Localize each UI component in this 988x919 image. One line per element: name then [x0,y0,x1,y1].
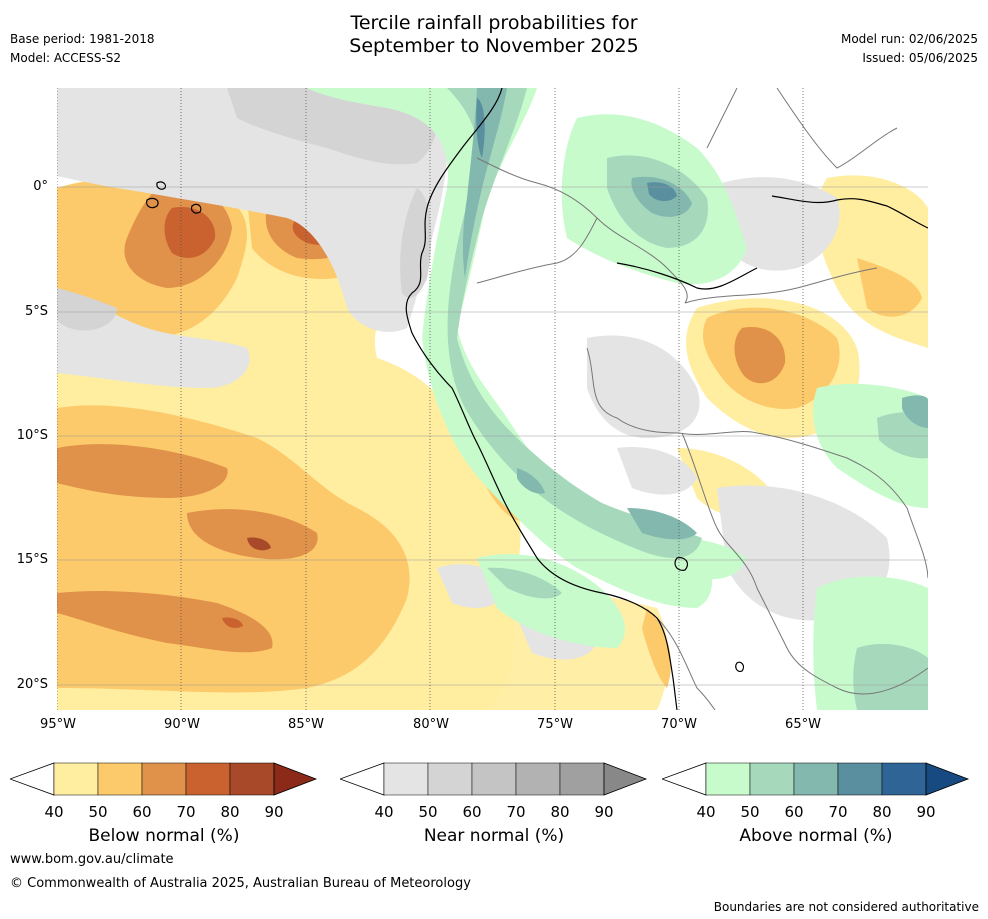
model-label: Model: ACCESS-S2 [10,51,122,65]
colorbar-tick-label: 70 [176,803,196,821]
colorbar-tick-label: 40 [696,803,716,821]
colorbar-tick-label: 60 [784,803,804,821]
above-normal-legend-title: Above normal (%) [739,826,893,846]
y-tick-20s: 20°S [16,677,48,692]
y-tick-0: 0° [33,179,48,194]
colorbar-tick-label: 40 [374,803,394,821]
x-tick-80w: 80°W [413,717,449,732]
below-normal-legend-title: Below normal (%) [88,826,240,846]
colorbar-tick-label: 40 [44,803,64,821]
colorbar-swatch [229,762,275,796]
colorbar-overflow-triangle [925,762,970,796]
colorbar-swatch [471,762,517,796]
colorbar-underflow-triangle [340,762,385,796]
colorbar-tick-label: 50 [88,803,108,821]
y-tick-10s: 10°S [16,428,48,443]
colorbar-tick-label: 70 [506,803,526,821]
near-normal-colorbar [340,762,648,796]
x-tick-75w: 75°W [537,717,573,732]
colorbar-overflow-triangle [603,762,648,796]
colorbar-swatch [749,762,795,796]
website-link[interactable]: www.bom.gov.au/climate [10,852,174,867]
colorbar-swatch [793,762,839,796]
disclaimer-text: Boundaries are not considered authoritat… [713,900,979,914]
colorbar-tick-label: 70 [828,803,848,821]
map-title-line1: Tercile rainfall probabilities for [350,12,638,34]
copyright-text: © Commonwealth of Australia 2025, Austra… [10,876,471,891]
colorbar-tick-label: 80 [220,803,240,821]
colorbar-swatch [837,762,883,796]
coastline [146,88,928,710]
colorbar-tick-label: 50 [740,803,760,821]
colorbar-tick-label: 90 [594,803,614,821]
colorbar-swatch [515,762,561,796]
above-normal-colorbar [662,762,970,796]
colorbar-swatch [559,762,605,796]
colorbar-swatch [185,762,231,796]
x-tick-85w: 85°W [288,717,324,732]
y-tick-5s: 5°S [24,304,48,319]
map-title-line2: September to November 2025 [349,35,639,57]
colorbar-swatch [427,762,473,796]
colorbar-swatch [141,762,187,796]
colorbar-tick-label: 90 [916,803,936,821]
x-tick-70w: 70°W [661,717,697,732]
colorbar-tick-label: 90 [264,803,284,821]
issued-label: Issued: 05/06/2025 [862,51,978,65]
colorbar-swatch [881,762,927,796]
colorbar-swatch [97,762,143,796]
base-period-label: Base period: 1981-2018 [10,32,155,46]
colorbar-underflow-triangle [10,762,55,796]
x-tick-90w: 90°W [164,717,200,732]
country-borders [476,88,928,710]
colorbar-swatch [53,762,99,796]
colorbar-swatch [705,762,751,796]
colorbar-overflow-triangle [273,762,318,796]
colorbar-tick-label: 80 [550,803,570,821]
model-run-label: Model run: 02/06/2025 [840,32,978,46]
colorbar-swatch [383,762,429,796]
x-tick-65w: 65°W [785,717,821,732]
y-tick-15s: 15°S [16,552,48,567]
colorbar-tick-label: 80 [872,803,892,821]
map-title: Tercile rainfall probabilities for Septe… [0,12,988,58]
near-normal-legend-title: Near normal (%) [423,826,565,846]
x-tick-95w: 95°W [40,717,76,732]
colorbar-tick-label: 60 [132,803,152,821]
below-normal-colorbar [10,762,318,796]
colorbar-tick-label: 50 [418,803,438,821]
lat-gridlines [57,186,928,686]
colorbar-tick-label: 60 [462,803,482,821]
colorbar-underflow-triangle [662,762,707,796]
rainfall-probability-map [57,88,928,710]
